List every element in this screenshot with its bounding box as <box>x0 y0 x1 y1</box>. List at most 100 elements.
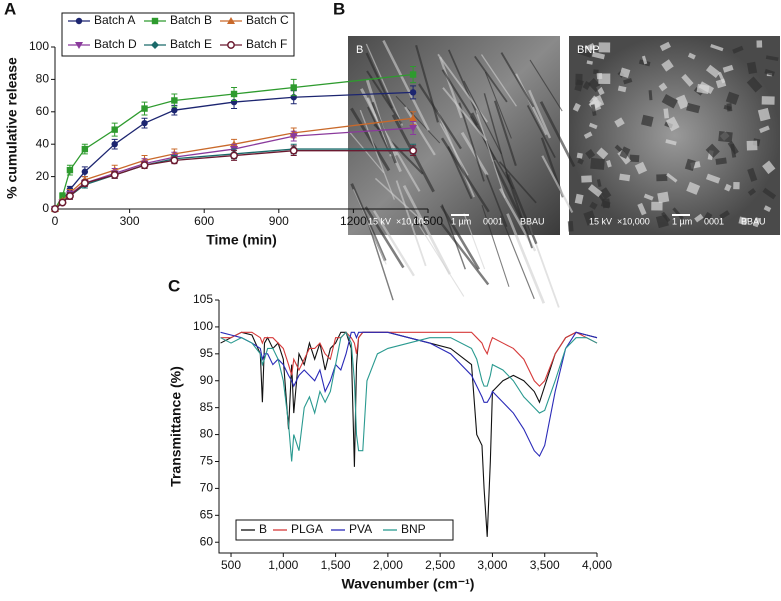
x-tick-label: 600 <box>194 214 214 228</box>
image-label: B <box>356 44 363 56</box>
texture-line <box>528 89 552 139</box>
texture-grain <box>698 81 715 95</box>
texture-grain <box>723 104 732 111</box>
texture-grain <box>591 51 605 60</box>
texture-grain <box>681 73 694 87</box>
marker <box>409 89 417 96</box>
marker <box>75 42 83 49</box>
image-scale-text: 1 µm <box>672 216 692 226</box>
texture-grain <box>746 76 763 93</box>
texture-grain <box>665 139 677 146</box>
texture-grain <box>623 78 633 85</box>
texture-line <box>350 183 387 262</box>
texture-grain <box>657 191 670 204</box>
x-axis-label: Time (min) <box>206 232 277 248</box>
marker <box>66 166 74 174</box>
texture-line <box>365 52 394 109</box>
texture-grain <box>759 125 770 134</box>
series-line <box>220 331 598 387</box>
y-tick-label: 105 <box>193 292 213 306</box>
y-axis-label: Transmittance (%) <box>168 366 184 487</box>
image-label: BNP <box>577 44 600 56</box>
texture-grain <box>663 108 670 119</box>
x-tick-label: 3,000 <box>477 558 507 572</box>
texture-line <box>382 40 430 131</box>
marker <box>409 146 418 155</box>
x-tick-label: 2,000 <box>373 558 403 572</box>
texture <box>349 40 779 308</box>
scale-bar <box>451 214 469 216</box>
marker <box>59 192 66 200</box>
texture-grain <box>705 64 721 78</box>
texture-grain <box>619 67 631 78</box>
texture-line <box>448 49 478 115</box>
marker <box>75 17 83 25</box>
texture-line <box>404 106 436 156</box>
y-tick-label: 60 <box>200 534 214 548</box>
texture-grain <box>656 174 668 182</box>
texture-grain <box>666 172 678 183</box>
texture-grain <box>761 96 775 105</box>
texture-line <box>438 56 463 119</box>
texture-line <box>437 111 475 198</box>
texture-line <box>350 107 391 172</box>
marker <box>110 171 119 179</box>
texture-grain <box>658 82 668 92</box>
marker <box>151 17 159 25</box>
texture-line <box>505 171 533 249</box>
texture-line <box>526 105 556 159</box>
texture-grain <box>659 41 671 52</box>
texture-grain <box>648 90 653 101</box>
marker <box>111 126 118 133</box>
legend-label: Batch E <box>170 37 212 51</box>
texture-grain <box>715 157 727 165</box>
marker <box>51 205 59 213</box>
x-tick-label: 1,000 <box>268 558 298 572</box>
texture-line <box>475 110 506 199</box>
texture-grain <box>725 91 740 105</box>
y-tick-label: 40 <box>36 136 50 150</box>
texture-grain <box>686 181 701 195</box>
image-scale-text: ×10,000 <box>396 216 429 226</box>
marker <box>151 41 159 49</box>
image-scale-text: 15 kV <box>589 216 612 226</box>
texture-grain <box>746 140 758 151</box>
texture-grain <box>586 60 593 65</box>
x-axis-label: Wavenumber (cm⁻¹) <box>342 576 475 592</box>
texture-grain <box>756 40 763 48</box>
texture-grain <box>705 173 721 184</box>
texture-grain <box>746 61 758 75</box>
marker <box>289 146 298 155</box>
texture-grain <box>596 72 603 80</box>
texture-grain <box>747 167 758 182</box>
texture-grain <box>719 210 730 220</box>
texture-line <box>500 215 535 300</box>
texture-grain <box>574 79 584 92</box>
texture-grain <box>757 107 771 122</box>
texture-grain <box>576 152 583 159</box>
texture-line <box>442 87 488 142</box>
marker <box>140 161 149 170</box>
texture-grain <box>590 104 597 116</box>
texture-grain <box>617 85 627 93</box>
texture-line <box>349 132 385 174</box>
texture-grain <box>567 221 574 232</box>
y-tick-label: 85 <box>200 400 214 414</box>
texture-line <box>440 137 490 213</box>
texture-line <box>485 174 508 227</box>
texture-grain <box>747 188 757 196</box>
texture-grain <box>672 207 684 220</box>
texture-line <box>458 102 485 182</box>
texture-line <box>371 101 397 164</box>
texture-line <box>529 59 563 112</box>
sem-image <box>348 36 560 235</box>
texture-grain <box>619 173 631 182</box>
image-scale-text: BBAU <box>520 216 545 226</box>
texture-grain <box>710 43 724 52</box>
texture-grain <box>684 158 696 172</box>
texture-line <box>492 160 523 221</box>
texture-grain <box>705 143 720 158</box>
marker <box>171 97 178 104</box>
y-tick-label: 100 <box>29 39 49 53</box>
